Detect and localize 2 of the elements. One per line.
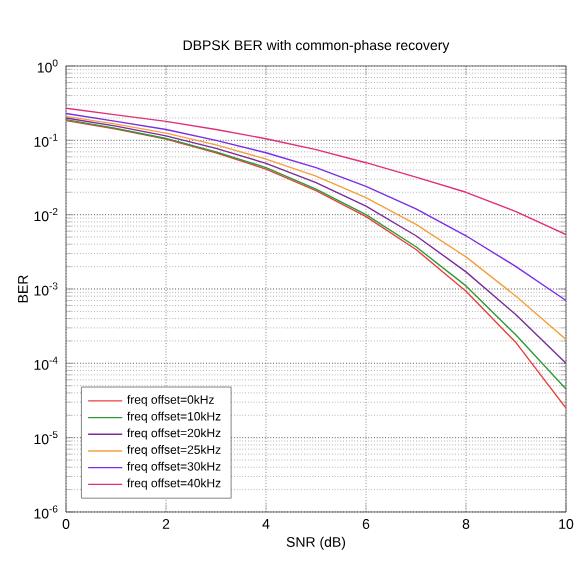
line-series	[66, 107, 566, 236]
line-series	[66, 112, 566, 302]
